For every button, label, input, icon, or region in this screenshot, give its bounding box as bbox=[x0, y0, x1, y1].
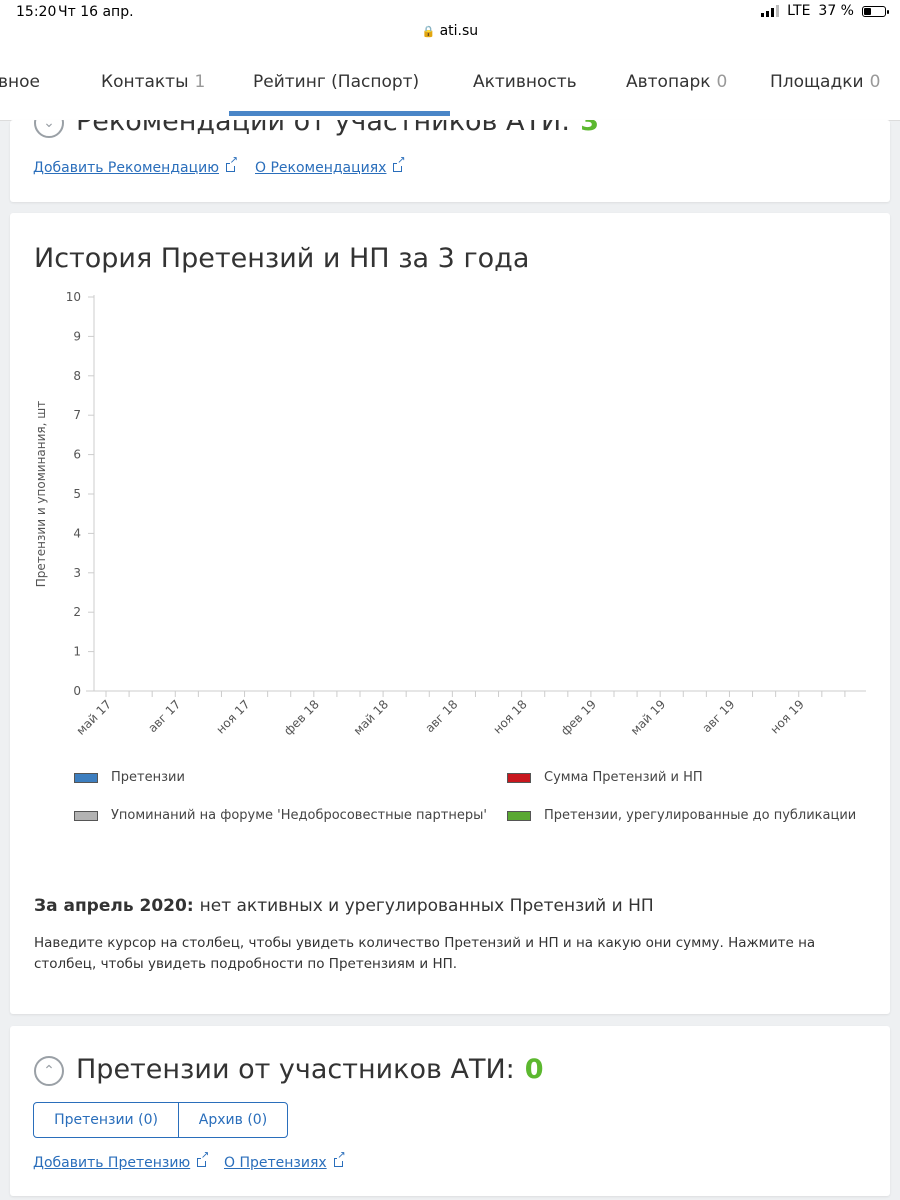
status-bar: 15:20 Чт 16 апр. LTE 37 % 🔒 ati.su bbox=[0, 0, 900, 44]
status-time: 15:20 bbox=[16, 4, 57, 20]
y-tick-label: 4 bbox=[73, 526, 81, 540]
history-title: История Претензий и НП за 3 года bbox=[34, 243, 530, 274]
y-tick-label: 1 bbox=[73, 645, 81, 659]
link-text: Добавить Претензию bbox=[33, 1155, 191, 1171]
y-tick-label: 6 bbox=[73, 448, 81, 462]
summary-label: За апрель 2020: bbox=[34, 896, 194, 916]
tab-fleet[interactable]: Автопарк 0 bbox=[626, 72, 727, 92]
y-tick-label: 2 bbox=[73, 605, 81, 619]
tab-platforms[interactable]: Площадки 0 bbox=[770, 72, 880, 92]
battery-icon bbox=[862, 5, 889, 17]
month-summary: За апрель 2020: нет активных и урегулиров… bbox=[34, 896, 654, 916]
add-claim-link[interactable]: Добавить Претензию bbox=[33, 1151, 210, 1171]
claims-history-chart: 0 1 2 3 4 5 6 7 8 9 10 Претензии и упоминания, шт ма… bbox=[34, 290, 866, 738]
chart-hint: Наведите курсор на столбец, чтобы увидет… bbox=[34, 935, 816, 972]
tab-label: вное bbox=[0, 72, 40, 92]
x-tick-label: май 19 bbox=[628, 697, 669, 738]
legend-label: Претензии bbox=[111, 770, 185, 785]
tab-activity[interactable]: Активность bbox=[473, 72, 577, 92]
legend-item-forum[interactable]: Упоминаний на форуме 'Недобросовестные п… bbox=[74, 808, 487, 823]
x-tick-label: авг 17 bbox=[145, 697, 183, 735]
y-tick-label: 8 bbox=[73, 369, 81, 383]
claims-count: 0 bbox=[524, 1054, 544, 1085]
legend-item-claims[interactable]: Претензии bbox=[74, 770, 185, 785]
legend-swatch bbox=[507, 810, 531, 821]
claims-history-card: История Претензий и НП за 3 года 0 1 2 3 4 5 6… bbox=[10, 213, 890, 1014]
tab-label: Контакты bbox=[101, 72, 189, 92]
about-recommendations-link[interactable]: О Рекомендациях bbox=[255, 156, 406, 176]
chevron-down-icon: ⌄ bbox=[43, 120, 55, 131]
profile-tabs: вное Контакты 1 Рейтинг (Паспорт) Активно… bbox=[0, 44, 900, 121]
y-tick-label: 10 bbox=[66, 290, 81, 304]
external-link-icon bbox=[393, 156, 406, 172]
external-link-icon bbox=[226, 156, 238, 172]
recommendations-title: Рекомендации от участников АТИ: 3 bbox=[76, 120, 599, 137]
y-tick-label: 0 bbox=[73, 684, 81, 698]
x-tick-label: авг 18 bbox=[422, 697, 460, 735]
address-bar[interactable]: 🔒 ati.su bbox=[0, 23, 900, 39]
tab-label: Активность bbox=[473, 72, 577, 92]
active-tab-indicator bbox=[229, 111, 450, 116]
tab-contacts[interactable]: Контакты 1 bbox=[101, 72, 205, 92]
tab-count: 0 bbox=[869, 72, 881, 92]
x-tick-label: май 18 bbox=[351, 697, 392, 738]
x-tick-label: авг 19 bbox=[700, 697, 738, 735]
tab-count: 1 bbox=[194, 72, 206, 92]
legend-label: Сумма Претензий и НП bbox=[544, 770, 703, 785]
status-indicators: LTE 37 % bbox=[761, 3, 889, 19]
x-tick-label: май 17 bbox=[74, 697, 115, 738]
network-label: LTE bbox=[787, 3, 811, 19]
y-tick-label: 5 bbox=[73, 487, 81, 501]
lock-icon: 🔒 bbox=[421, 25, 436, 38]
legend-swatch bbox=[74, 810, 98, 821]
tab-count: 0 bbox=[716, 72, 728, 92]
about-claims-link[interactable]: О Претензиях bbox=[224, 1151, 346, 1171]
link-text: О Рекомендациях bbox=[255, 160, 387, 176]
y-axis-label: Претензии и упоминания, шт bbox=[34, 401, 48, 587]
status-date: Чт 16 апр. bbox=[58, 4, 134, 20]
y-tick-label: 9 bbox=[73, 329, 81, 343]
legend-swatch bbox=[507, 772, 531, 783]
x-tick-label: ноя 17 bbox=[213, 697, 252, 736]
archive-button[interactable]: Архив (0) bbox=[178, 1102, 288, 1138]
title-text: Рекомендации от участников АТИ: bbox=[76, 120, 571, 137]
claims-title: Претензии от участников АТИ: 0 bbox=[76, 1054, 544, 1085]
signal-icon bbox=[761, 5, 780, 17]
x-tick-label: ноя 18 bbox=[491, 697, 530, 736]
collapse-toggle-recommendations[interactable]: ⌄ bbox=[34, 120, 64, 138]
link-text: О Претензиях bbox=[224, 1155, 327, 1171]
x-tick-label: фев 19 bbox=[558, 697, 599, 738]
tab-label: Автопарк bbox=[626, 72, 711, 92]
external-link-icon bbox=[197, 1151, 210, 1167]
legend-item-settled[interactable]: Претензии, урегулированные до публикации bbox=[507, 808, 856, 823]
tab-rating[interactable]: Рейтинг (Паспорт) bbox=[253, 72, 419, 92]
chevron-up-icon: ⌃ bbox=[43, 1063, 55, 1079]
legend-swatch bbox=[74, 772, 98, 783]
title-text: Претензии от участников АТИ: bbox=[76, 1054, 515, 1085]
x-tick-label: фев 18 bbox=[281, 697, 322, 738]
add-recommendation-link[interactable]: Добавить Рекомендацию bbox=[33, 156, 238, 176]
y-tick-label: 7 bbox=[73, 408, 81, 422]
y-tick-label: 3 bbox=[73, 566, 81, 580]
battery-label: 37 % bbox=[818, 3, 854, 19]
tab-label: Площадки bbox=[770, 72, 864, 92]
recommendations-count[interactable]: 3 bbox=[580, 120, 600, 137]
recommendations-card: ⌄ Рекомендации от участников АТИ: 3 Добав… bbox=[10, 120, 890, 202]
legend-label: Упоминаний на форуме 'Недобросовестные п… bbox=[111, 808, 487, 823]
legend-item-sum[interactable]: Сумма Претензий и НП bbox=[507, 770, 703, 785]
claims-card: ⌃ Претензии от участников АТИ: 0 Претензи… bbox=[10, 1026, 890, 1196]
summary-text: нет активных и урегулированных Претензий… bbox=[199, 896, 654, 916]
url-text: ati.su bbox=[439, 23, 479, 39]
link-text: Добавить Рекомендацию bbox=[33, 160, 219, 176]
tab-label: Рейтинг (Паспорт) bbox=[253, 72, 420, 92]
legend-label: Претензии, урегулированные до публикации bbox=[544, 808, 857, 823]
claims-button[interactable]: Претензии (0) bbox=[33, 1102, 179, 1138]
tab-main[interactable]: вное bbox=[0, 72, 40, 92]
collapse-toggle-claims[interactable]: ⌃ bbox=[34, 1056, 64, 1086]
claims-button-group: Претензии (0) Архив (0) bbox=[33, 1102, 288, 1138]
x-tick-label: ноя 19 bbox=[768, 697, 807, 736]
external-link-icon bbox=[333, 1151, 346, 1167]
